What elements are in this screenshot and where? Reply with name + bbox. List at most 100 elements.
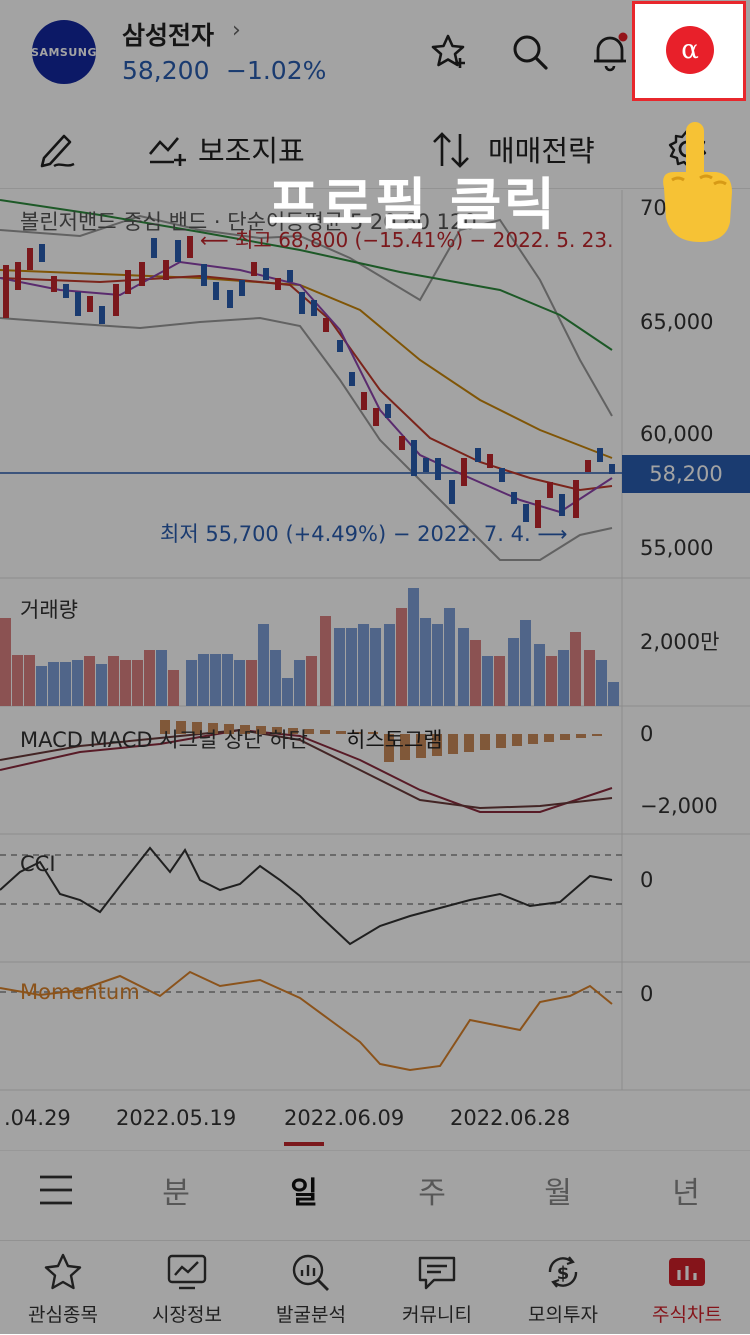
chevron-right-icon[interactable]: ›	[232, 18, 241, 43]
candle-29	[361, 392, 367, 410]
macd-hist-25	[560, 734, 570, 740]
date-tick-4: 2022.06.28	[450, 1106, 571, 1130]
period-selector	[0, 1150, 750, 1231]
nav-analysis[interactable]: 발굴분석	[256, 1252, 366, 1327]
candle-26	[323, 318, 329, 332]
search-icon[interactable]	[508, 30, 552, 74]
date-tick-1: .04.29	[4, 1106, 71, 1130]
volume-bar-24	[294, 660, 305, 706]
period-day[interactable]: 일	[290, 1176, 318, 1211]
candle-39	[487, 454, 493, 468]
candle-15	[187, 236, 193, 258]
macd-hist-12	[352, 732, 362, 734]
volume-bar-45	[558, 650, 569, 706]
macd-hist-13	[368, 732, 378, 734]
period-minute[interactable]: 분	[162, 1176, 190, 1211]
y-tick-65000: 65,000	[640, 310, 714, 334]
magnifier-chart-icon	[292, 1254, 329, 1291]
nav-mock-invest[interactable]: $ 모의투자	[508, 1252, 618, 1327]
nav-label-analysis: 발굴분석	[276, 1304, 346, 1326]
candle-27	[337, 340, 343, 352]
candle-48	[597, 448, 603, 462]
macd-hist-11	[336, 731, 346, 734]
nav-community[interactable]: 커뮤니티	[382, 1252, 492, 1327]
candle-22	[275, 278, 281, 290]
chart-plus-icon[interactable]	[146, 130, 188, 172]
volume-bar-17	[210, 654, 221, 706]
macd-hist-7	[272, 727, 282, 734]
momentum-label: Momentum	[20, 980, 140, 1004]
volume-bar-40	[494, 656, 505, 706]
volume-bar-31	[384, 624, 395, 706]
pointing-hand-icon	[650, 118, 740, 248]
period-week[interactable]: 주	[418, 1176, 446, 1211]
candle-43	[535, 500, 541, 528]
macd-hist-3	[208, 723, 218, 734]
macd-hist-5	[240, 725, 250, 734]
stock-name[interactable]: 삼성전자	[122, 21, 215, 50]
nav-watchlist[interactable]: 관심종목	[8, 1252, 118, 1327]
candle-47	[585, 460, 591, 472]
candle-5	[63, 284, 69, 298]
trade-strategy-button[interactable]: 매매전략	[488, 134, 595, 168]
alpha-profile-highlighted[interactable]: α	[666, 26, 714, 74]
volume-label: 거래량	[20, 598, 78, 622]
volume-bar-30	[370, 628, 381, 706]
cci-label: CCI	[20, 852, 56, 876]
candle-2	[27, 248, 33, 270]
legend-main: 볼린저밴드 중심 밴드 · 단순이동평균 5 20 60 120	[20, 210, 477, 234]
period-year[interactable]: 년	[672, 1176, 700, 1211]
tutorial-caption: 프로필 클릭	[268, 173, 558, 238]
candle-40	[499, 468, 505, 482]
low-annotation: 최저 55,700 (+4.49%) − 2022. 7. 4. ⟶	[160, 522, 568, 546]
candle-35	[435, 458, 441, 480]
volume-bar-27	[334, 628, 345, 706]
volume-bar-32	[396, 608, 407, 706]
candle-14	[175, 240, 181, 262]
macd-hist-6	[256, 726, 266, 734]
aux-indicator-button[interactable]: 보조지표	[198, 134, 305, 168]
stock-chart[interactable]	[0, 190, 750, 1110]
candle-23	[287, 270, 293, 282]
cci-line	[0, 846, 613, 946]
period-month[interactable]: 월	[544, 1176, 572, 1211]
macd-signal-line	[0, 728, 613, 810]
macd-hist-1	[176, 721, 186, 734]
star-plus-icon[interactable]	[428, 30, 472, 74]
candle-41	[511, 492, 517, 504]
stock-header: SAMSUNG 삼성전자 › 58,200 −1.02% α	[0, 0, 750, 108]
macd-hist-8	[288, 728, 298, 734]
sort-icon[interactable]	[430, 130, 474, 174]
candle-16	[201, 264, 207, 286]
volume-bar-25	[306, 656, 317, 706]
pencil-icon[interactable]	[36, 128, 78, 174]
price-change: −1.02%	[226, 56, 327, 85]
candle-3	[39, 244, 45, 262]
chart-canvas[interactable]	[0, 190, 750, 1110]
volume-bar-16	[198, 654, 209, 706]
bell-icon[interactable]	[588, 30, 632, 74]
volume-bar-28	[346, 628, 357, 706]
menu-icon[interactable]	[38, 1172, 74, 1212]
nav-market[interactable]: 시장정보	[132, 1252, 242, 1327]
volume-bar-38	[470, 640, 481, 706]
volume-bar-43	[534, 644, 545, 706]
candle-24	[299, 292, 305, 314]
volume-bar-1	[12, 655, 23, 706]
volume-bar-20	[246, 660, 257, 706]
candle-36	[449, 480, 455, 504]
macd-line	[0, 728, 613, 813]
nav-stock-chart[interactable]: 주식차트	[632, 1252, 742, 1327]
candle-4	[51, 276, 57, 292]
candle-11	[139, 262, 145, 286]
volume-bar-10	[120, 660, 131, 706]
current-price-tag: 58,200	[622, 455, 750, 493]
macd-tick-neg: −2,000	[640, 794, 718, 818]
date-tick-3: 2022.06.09	[284, 1106, 405, 1130]
nav-label-market: 시장정보	[152, 1304, 222, 1326]
volume-bar-11	[132, 660, 143, 706]
volume-bar-23	[282, 678, 293, 706]
volume-bar-3	[36, 666, 47, 706]
candle-45	[559, 494, 565, 516]
bollinger-lower-line	[0, 316, 613, 561]
